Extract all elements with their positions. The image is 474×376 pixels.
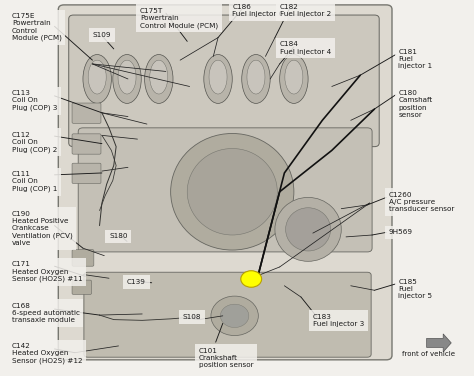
Ellipse shape (187, 149, 277, 235)
Ellipse shape (113, 55, 141, 103)
Text: C182
Fuel injector 2: C182 Fuel injector 2 (280, 4, 331, 17)
Text: C190
Heated Positive
Crankcase
Ventilation (PCV)
valve: C190 Heated Positive Crankcase Ventilati… (12, 211, 73, 246)
Text: C181
Fuel
injector 1: C181 Fuel injector 1 (398, 49, 432, 70)
Text: C111
Coil On
Plug (COP) 1: C111 Coil On Plug (COP) 1 (12, 171, 57, 192)
Text: C184
Fuel injector 4: C184 Fuel injector 4 (280, 41, 331, 55)
FancyBboxPatch shape (69, 15, 379, 147)
Ellipse shape (211, 296, 258, 335)
Text: S108: S108 (182, 314, 201, 320)
Ellipse shape (83, 55, 111, 103)
Text: C112
Coil On
Plug (COP) 2: C112 Coil On Plug (COP) 2 (12, 132, 57, 153)
Circle shape (241, 271, 262, 287)
Text: C139: C139 (127, 279, 146, 285)
Text: C113
Coil On
Plug (COP) 3: C113 Coil On Plug (COP) 3 (12, 90, 57, 111)
FancyBboxPatch shape (58, 5, 392, 360)
FancyBboxPatch shape (72, 163, 101, 183)
Text: S109: S109 (92, 32, 111, 38)
Ellipse shape (220, 304, 249, 327)
Text: C175E
Powertrain
Control
Module (PCM): C175E Powertrain Control Module (PCM) (12, 13, 62, 41)
Text: C185
Fuel
injector 5: C185 Fuel injector 5 (398, 279, 432, 300)
Ellipse shape (150, 60, 168, 94)
Ellipse shape (280, 55, 308, 103)
Ellipse shape (285, 208, 331, 251)
FancyBboxPatch shape (72, 280, 91, 294)
FancyBboxPatch shape (72, 134, 101, 154)
Text: C175T
Powertrain
Control Module (PCM): C175T Powertrain Control Module (PCM) (140, 8, 218, 29)
Ellipse shape (242, 55, 270, 103)
Text: 9H569: 9H569 (389, 229, 413, 235)
Polygon shape (427, 334, 451, 352)
Text: S180: S180 (109, 233, 128, 239)
FancyBboxPatch shape (78, 128, 372, 252)
Ellipse shape (247, 60, 265, 94)
Ellipse shape (171, 133, 294, 250)
Text: C168
6-speed automatic
transaxle module: C168 6-speed automatic transaxle module (12, 303, 80, 323)
Text: C186
Fuel injector 6: C186 Fuel injector 6 (232, 4, 283, 17)
Ellipse shape (88, 60, 106, 94)
Text: front of vehicle: front of vehicle (402, 351, 455, 357)
Ellipse shape (285, 60, 303, 94)
Text: C171
Heated Oxygen
Sensor (HO2S) #11: C171 Heated Oxygen Sensor (HO2S) #11 (12, 261, 82, 282)
Text: C180
Camshaft
position
sensor: C180 Camshaft position sensor (398, 90, 432, 118)
Text: C1260
A/C pressure
transducer sensor: C1260 A/C pressure transducer sensor (389, 192, 454, 212)
Ellipse shape (204, 55, 232, 103)
FancyBboxPatch shape (84, 272, 371, 357)
Text: C183
Fuel injector 3: C183 Fuel injector 3 (313, 314, 364, 327)
Ellipse shape (118, 60, 136, 94)
Text: C101
Crankshaft
position sensor: C101 Crankshaft position sensor (199, 348, 254, 368)
Ellipse shape (275, 197, 341, 261)
Ellipse shape (209, 60, 227, 94)
Ellipse shape (145, 55, 173, 103)
FancyBboxPatch shape (72, 103, 101, 123)
Text: C142
Heated Oxygen
Sensor (HO2S) #12: C142 Heated Oxygen Sensor (HO2S) #12 (12, 343, 82, 364)
FancyBboxPatch shape (72, 250, 94, 266)
